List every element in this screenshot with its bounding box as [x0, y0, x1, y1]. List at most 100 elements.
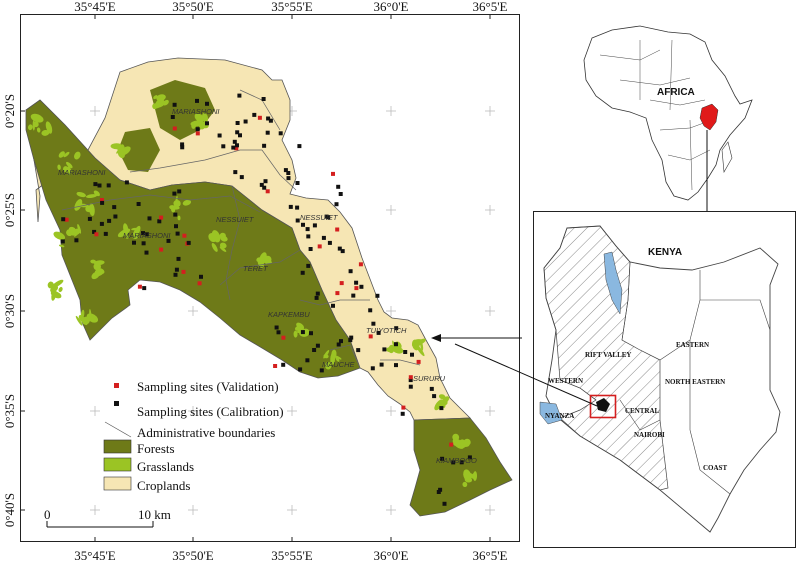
grassland-patch: [434, 399, 444, 411]
bottom-tick-label: 36°5'E: [473, 548, 508, 563]
calibration-site: [147, 216, 152, 221]
calibration-site: [436, 490, 441, 494]
grassland-patch: [152, 103, 158, 110]
map-legend: Sampling sites (Validation) Sampling sit…: [103, 379, 284, 493]
calibration-site: [235, 130, 240, 135]
calibration-site: [349, 335, 354, 340]
calibration-site: [60, 239, 65, 244]
kenya-region-label: COAST: [703, 464, 727, 472]
calibration-site: [243, 119, 248, 124]
calibration-site: [276, 330, 281, 335]
calibration-site: [351, 293, 356, 298]
grassland-patch: [473, 471, 478, 481]
grassland-patch: [91, 271, 100, 280]
calibration-site: [295, 205, 300, 210]
bottom-tick-label: 35°50'E: [172, 548, 214, 563]
kenya-region-label: NAIROBI: [634, 431, 665, 439]
place-label: SURURU: [413, 374, 446, 383]
validation-site: [257, 115, 262, 120]
calibration-site: [306, 263, 311, 268]
validation-site: [172, 126, 177, 131]
calibration-site: [265, 130, 270, 135]
validation-site: [137, 284, 142, 289]
kenya-region-label: RIFT VALLEY: [585, 351, 632, 359]
calibration-site: [403, 350, 408, 354]
grassland-patch: [219, 242, 227, 249]
calibration-site: [408, 384, 413, 389]
kenya-inset: KENYA RIFT VALLEY EASTERN WESTERN NORTH EAS…: [539, 225, 781, 533]
top-longitude-ticks: 35°45'E 35°50'E 35°55'E 36°0'E 36°5'E: [74, 0, 508, 19]
calibration-site: [376, 330, 381, 335]
grassland-patch: [392, 346, 404, 354]
calibration-site: [305, 227, 310, 232]
grassland-patch: [66, 166, 72, 175]
grassland-patch: [438, 394, 446, 400]
validation-site: [64, 217, 69, 222]
kenya-region-labels: RIFT VALLEY EASTERN WESTERN NORTH EASTERN NY…: [545, 341, 727, 472]
validation-site: [358, 262, 363, 267]
grassland-patch: [464, 477, 473, 483]
legend-forests-label: Forests: [137, 441, 175, 456]
grassland-patch: [89, 309, 92, 321]
calibration-site: [382, 347, 387, 352]
calibration-site: [459, 460, 464, 465]
bottom-longitude-ticks: 35°45'E 35°50'E 35°55'E 36°0'E 36°5'E: [74, 537, 508, 563]
top-tick-label: 35°55'E: [271, 0, 313, 14]
calibration-site: [100, 200, 105, 205]
calibration-site: [348, 269, 353, 274]
legend-boundary-line: [104, 421, 132, 438]
place-label: KIAMBOGO: [436, 456, 477, 465]
validation-site: [273, 364, 278, 368]
grassland-patch: [116, 144, 121, 150]
grassland-patch: [76, 191, 87, 198]
calibration-site: [175, 231, 180, 236]
kenya-region-label: NORTH EASTERN: [665, 378, 725, 386]
validation-site: [416, 359, 421, 364]
grassland-patch: [194, 113, 204, 123]
calibration-site: [354, 280, 359, 285]
calibration-site: [174, 224, 178, 229]
place-label: NESSUIET: [216, 215, 255, 224]
kenya-region-label: EASTERN: [676, 341, 709, 349]
kenya-title: KENYA: [648, 247, 682, 258]
calibration-site: [327, 240, 332, 245]
calibration-site: [394, 342, 398, 347]
validation-site: [335, 291, 340, 296]
calibration-site: [262, 185, 267, 190]
validation-site: [354, 286, 359, 291]
calibration-site: [103, 231, 108, 236]
left-tick-label: 0°20'S: [2, 94, 17, 128]
calibration-site: [142, 286, 147, 291]
calibration-site: [195, 127, 200, 132]
calibration-site: [170, 115, 175, 119]
africa-label: AFRICA: [657, 87, 695, 98]
calibration-site: [340, 249, 345, 254]
calibration-site: [442, 501, 447, 506]
forest-area-north: [25, 99, 361, 379]
forest-area-kiambogo: [409, 417, 513, 517]
grassland-patch: [83, 319, 88, 326]
calibration-site: [368, 308, 373, 313]
calibration-site: [467, 455, 472, 460]
place-labels: MARIASHONI MARIASHONI MARIASHONI NESSUIET NE…: [58, 107, 477, 465]
kenya-region-label: WESTERN: [548, 377, 583, 385]
top-tick-label: 36°5'E: [473, 0, 508, 14]
calibration-site: [288, 204, 293, 209]
calibration-site: [92, 229, 97, 234]
calibration-site: [295, 218, 300, 223]
calibration-site: [99, 221, 104, 226]
grassland-patch: [201, 112, 209, 123]
grassland-patch: [53, 231, 66, 240]
grassland-patch: [80, 309, 85, 319]
legend-calibration-marker: [114, 401, 119, 406]
grassland-patch: [386, 347, 395, 353]
grassland-patch: [264, 255, 268, 265]
calibration-site: [233, 170, 238, 175]
admin-boundaries: [61, 89, 421, 369]
calibration-site: [174, 267, 179, 272]
calibration-site: [408, 378, 413, 383]
bottom-tick-label: 35°55'E: [271, 548, 313, 563]
calibration-site: [359, 284, 364, 289]
place-label: TUIYOTICH: [366, 326, 407, 335]
calibration-site: [97, 183, 102, 188]
